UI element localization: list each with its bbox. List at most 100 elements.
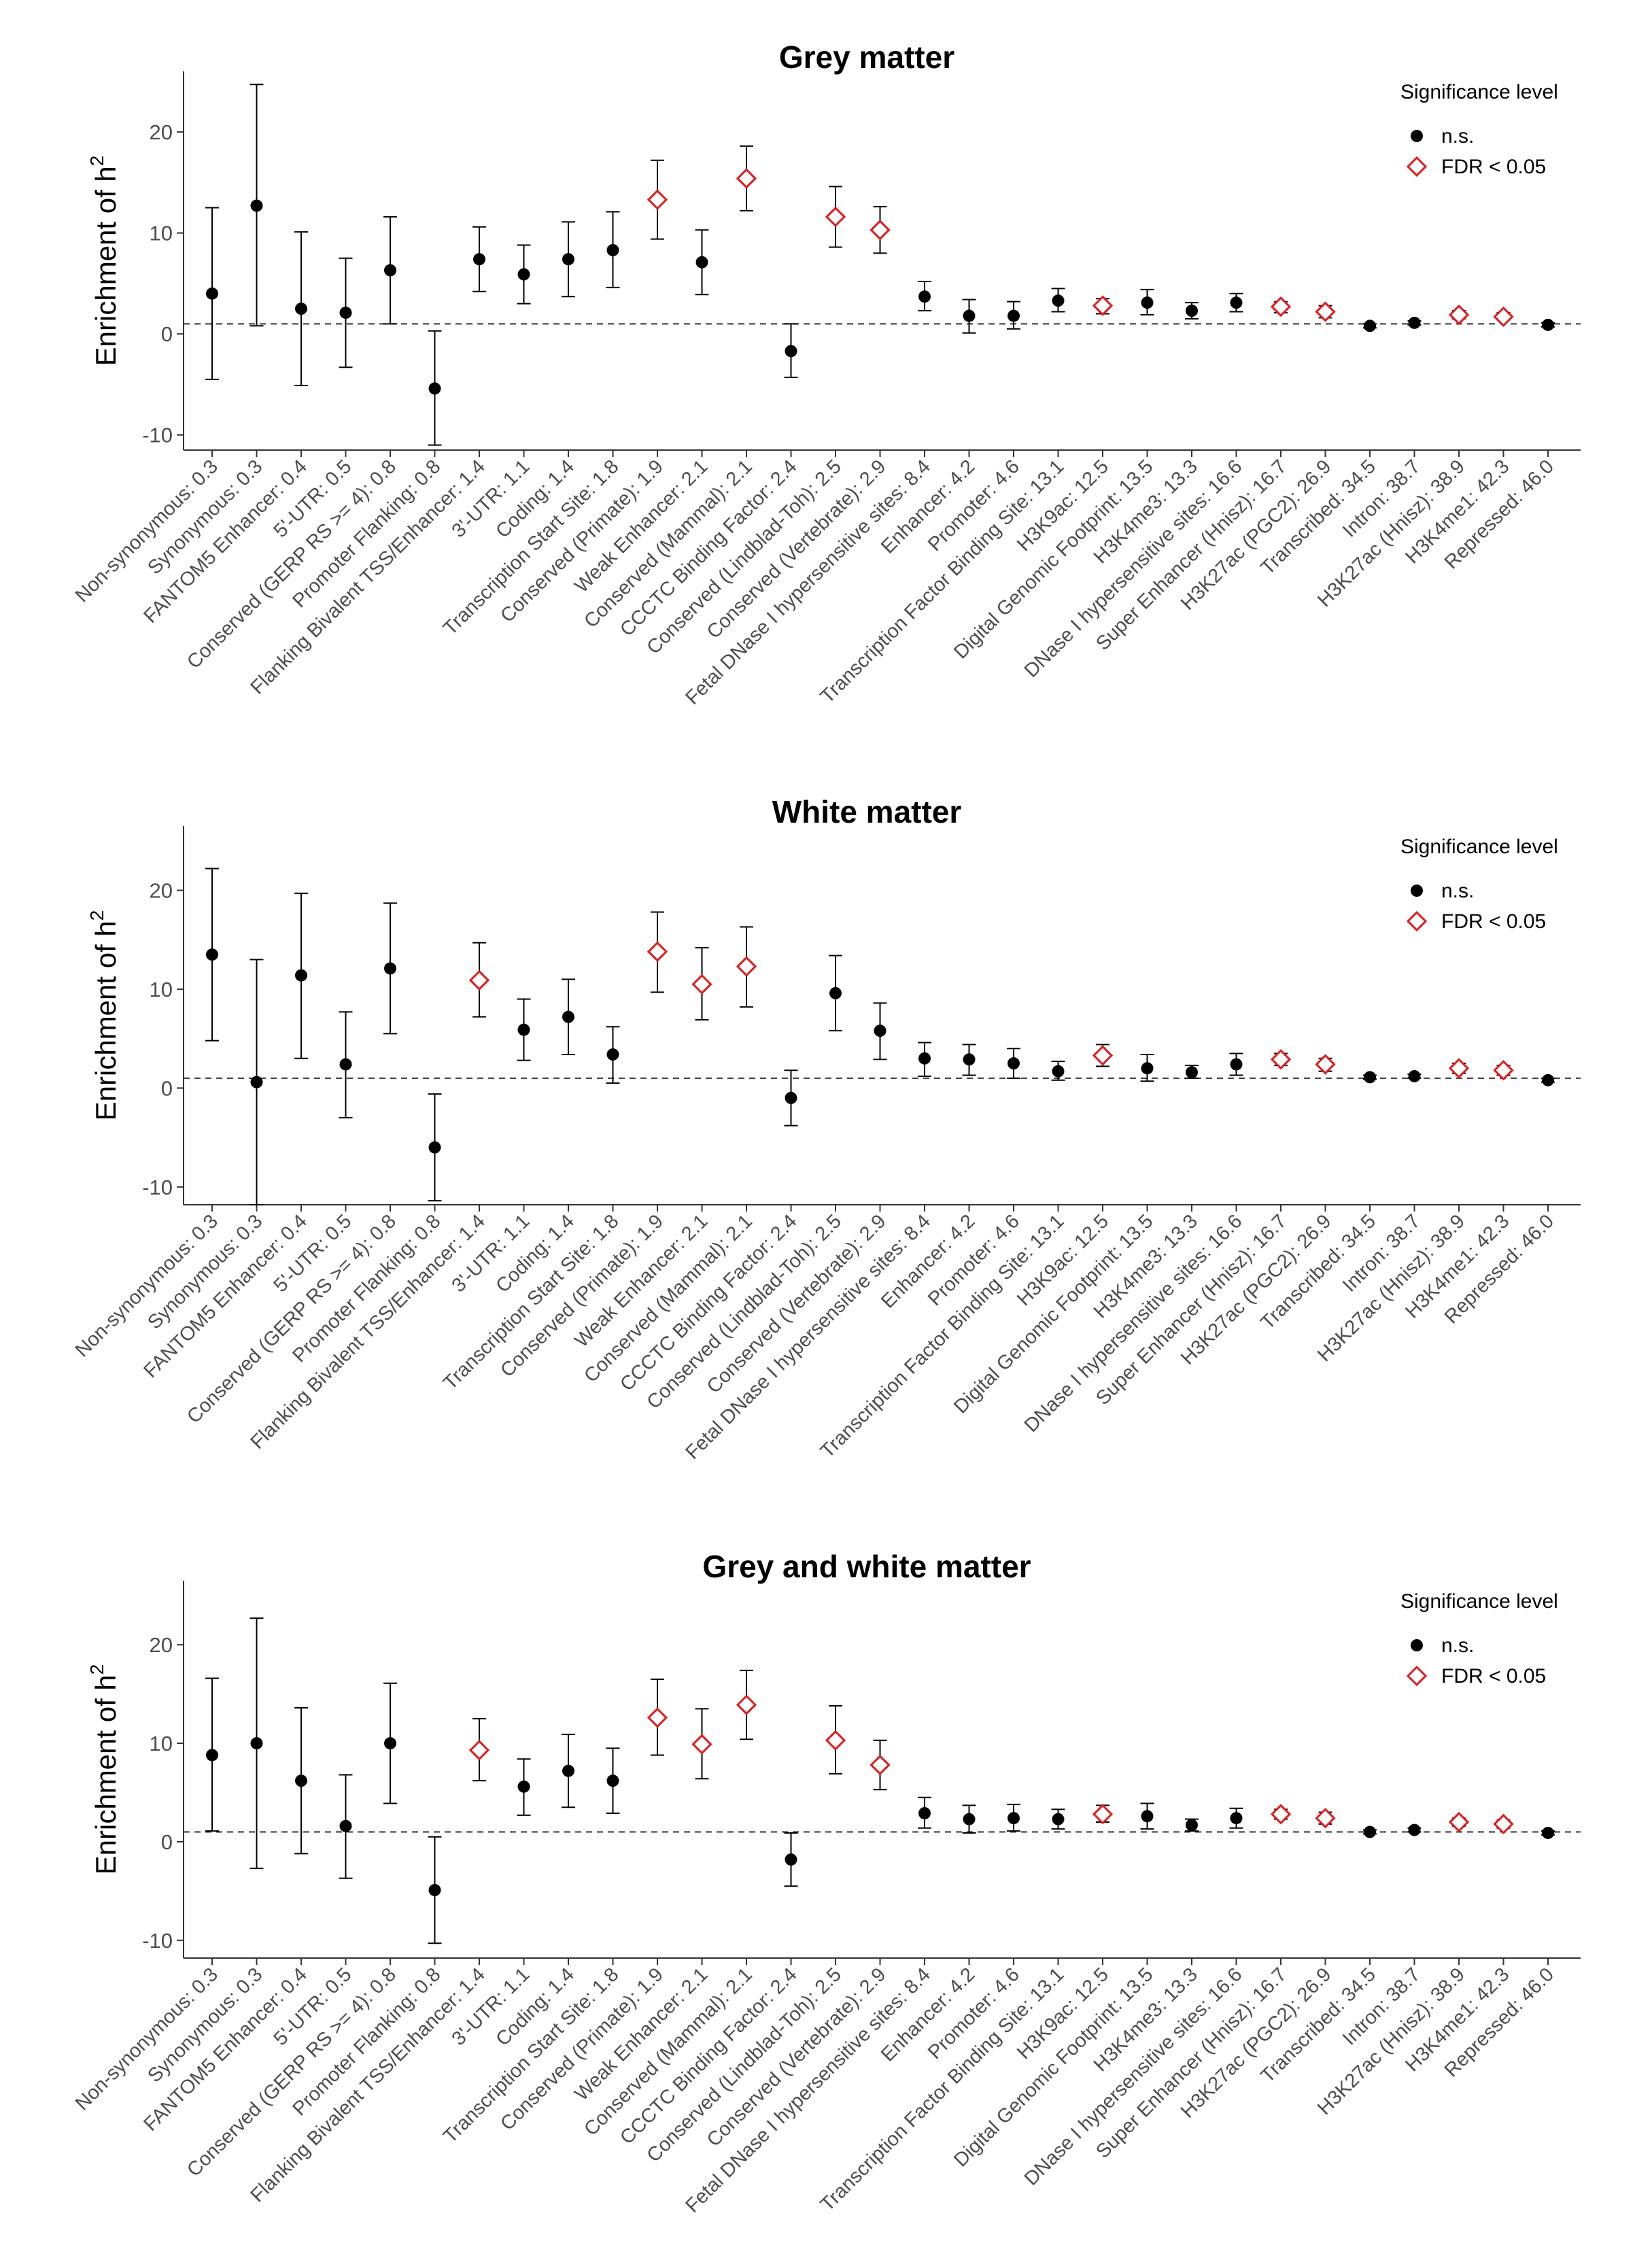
ns-point-marker: [339, 1819, 352, 1832]
ns-point-marker: [1542, 1826, 1554, 1839]
ns-point-marker: [1230, 1812, 1243, 1825]
ns-point-marker: [1230, 1058, 1243, 1071]
ns-point-marker: [1141, 296, 1154, 309]
legend-dot-icon: [1411, 885, 1423, 897]
fdr-point-marker: [1448, 1058, 1470, 1079]
y-axis-label: Enrichment of h2: [86, 1664, 122, 1875]
ns-point-marker: [785, 1853, 797, 1866]
fdr-point-marker: [736, 168, 757, 189]
ns-point-marker: [1230, 296, 1243, 309]
fdr-point-marker: [647, 941, 668, 962]
legend-entry-label: FDR < 0.05: [1441, 1665, 1546, 1687]
ns-point-marker: [606, 1048, 619, 1061]
y-tick-label: 10: [150, 1732, 173, 1755]
fdr-point-marker: [870, 1754, 891, 1776]
ns-point-marker: [206, 948, 218, 961]
ns-point-marker: [428, 1884, 441, 1897]
ns-point-marker: [384, 264, 396, 277]
chart-title: Grey and white matter: [702, 1549, 1031, 1584]
ns-point-marker: [829, 987, 842, 999]
ns-point-marker: [1408, 1823, 1421, 1836]
ns-point-marker: [918, 290, 931, 303]
ns-point-marker: [1052, 294, 1065, 307]
ns-point-marker: [606, 243, 619, 256]
y-tick-label: 20: [150, 120, 173, 144]
ns-point-marker: [562, 253, 574, 266]
y-tick-label: 20: [150, 879, 173, 903]
fdr-point-marker: [825, 206, 846, 228]
legend-title: Significance level: [1400, 81, 1558, 103]
fdr-point-marker: [1448, 304, 1470, 326]
fdr-point-marker: [1315, 1054, 1336, 1075]
ns-point-marker: [1542, 1074, 1554, 1086]
fdr-point-marker: [1092, 1804, 1114, 1825]
y-axis-label: Enrichment of h2: [86, 156, 122, 366]
ns-point-marker: [606, 1774, 619, 1787]
ns-point-marker: [963, 1813, 976, 1825]
ns-point-marker: [1542, 318, 1554, 331]
ns-point-marker: [339, 306, 352, 319]
fdr-point-marker: [1315, 301, 1336, 322]
ns-point-marker: [206, 1749, 218, 1762]
ns-point-marker: [562, 1010, 574, 1023]
ns-point-marker: [517, 1023, 530, 1036]
fdr-point-marker: [468, 970, 490, 991]
legend-dot-icon: [1411, 1639, 1423, 1651]
ns-point-marker: [1052, 1065, 1065, 1078]
ns-point-marker: [562, 1764, 574, 1777]
ns-point-marker: [473, 253, 485, 266]
ns-point-marker: [1186, 305, 1198, 318]
y-tick-label: 0: [161, 322, 173, 346]
legend-entry-label: FDR < 0.05: [1441, 156, 1546, 178]
fdr-point-marker: [1315, 1808, 1336, 1829]
fdr-point-marker: [1448, 1811, 1470, 1833]
ns-point-marker: [1364, 320, 1376, 332]
ns-point-marker: [295, 969, 307, 982]
chart-title: Grey matter: [779, 39, 954, 75]
legend-title: Significance level: [1400, 1590, 1558, 1613]
fdr-point-marker: [1092, 1045, 1114, 1066]
fdr-point-marker: [647, 1707, 668, 1728]
legend-entry-label: n.s.: [1441, 1634, 1474, 1657]
fdr-point-marker: [736, 956, 757, 977]
ns-point-marker: [339, 1058, 352, 1071]
chart-panel-3: Grey and white matter -10 0 10 20 Enrichment …: [71, 1549, 1581, 2217]
ns-point-marker: [963, 309, 976, 322]
legend-diamond-icon: [1406, 1665, 1428, 1687]
legend-diamond-icon: [1406, 156, 1428, 177]
ns-point-marker: [295, 303, 307, 315]
fdr-point-marker: [1270, 1804, 1292, 1825]
legend: Significance level n.s. FDR < 0.05: [1400, 81, 1558, 178]
y-tick-label: -10: [142, 1176, 173, 1199]
ns-point-marker: [428, 1141, 441, 1154]
legend-entry-label: n.s.: [1441, 880, 1474, 902]
fdr-point-marker: [691, 1734, 712, 1755]
ns-point-marker: [785, 345, 797, 358]
ns-point-marker: [1008, 1812, 1020, 1825]
ns-point-marker: [1186, 1066, 1198, 1079]
ns-point-marker: [1364, 1071, 1376, 1084]
ns-point-marker: [250, 1737, 263, 1750]
legend: Significance level n.s. FDR < 0.05: [1400, 836, 1558, 933]
legend-entry-label: FDR < 0.05: [1441, 910, 1546, 933]
ns-point-marker: [1141, 1062, 1154, 1075]
ns-point-marker: [250, 199, 263, 212]
ns-point-marker: [206, 287, 218, 300]
y-tick-label: 0: [161, 1076, 173, 1100]
y-tick-label: -10: [142, 424, 173, 447]
fdr-point-marker: [1493, 306, 1514, 328]
ns-point-marker: [517, 268, 530, 281]
y-tick-label: -10: [142, 1929, 173, 1953]
legend: Significance level n.s. FDR < 0.05: [1400, 1590, 1558, 1687]
fdr-point-marker: [825, 1730, 846, 1751]
fdr-point-marker: [1270, 1049, 1292, 1070]
ns-point-marker: [1186, 1819, 1198, 1832]
ns-point-marker: [918, 1052, 931, 1065]
ns-point-marker: [1008, 1057, 1020, 1070]
y-tick-label: 10: [150, 978, 173, 1001]
fdr-point-marker: [870, 220, 891, 241]
ns-point-marker: [874, 1025, 887, 1037]
ns-point-marker: [517, 1780, 530, 1793]
